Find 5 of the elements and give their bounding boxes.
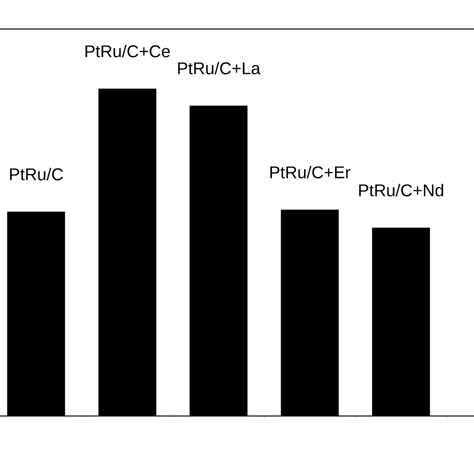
- x-tick-label: PtRu/C+Ce: [86, 44, 170, 58]
- x-tick-label: PtRu/C+Er: [270, 166, 350, 178]
- x-tick-label: PtRu/C+La: [178, 62, 260, 74]
- x-tick-label: PtRu/C: [10, 168, 63, 180]
- x-tick-label: PtRu/C+Nd: [359, 184, 444, 196]
